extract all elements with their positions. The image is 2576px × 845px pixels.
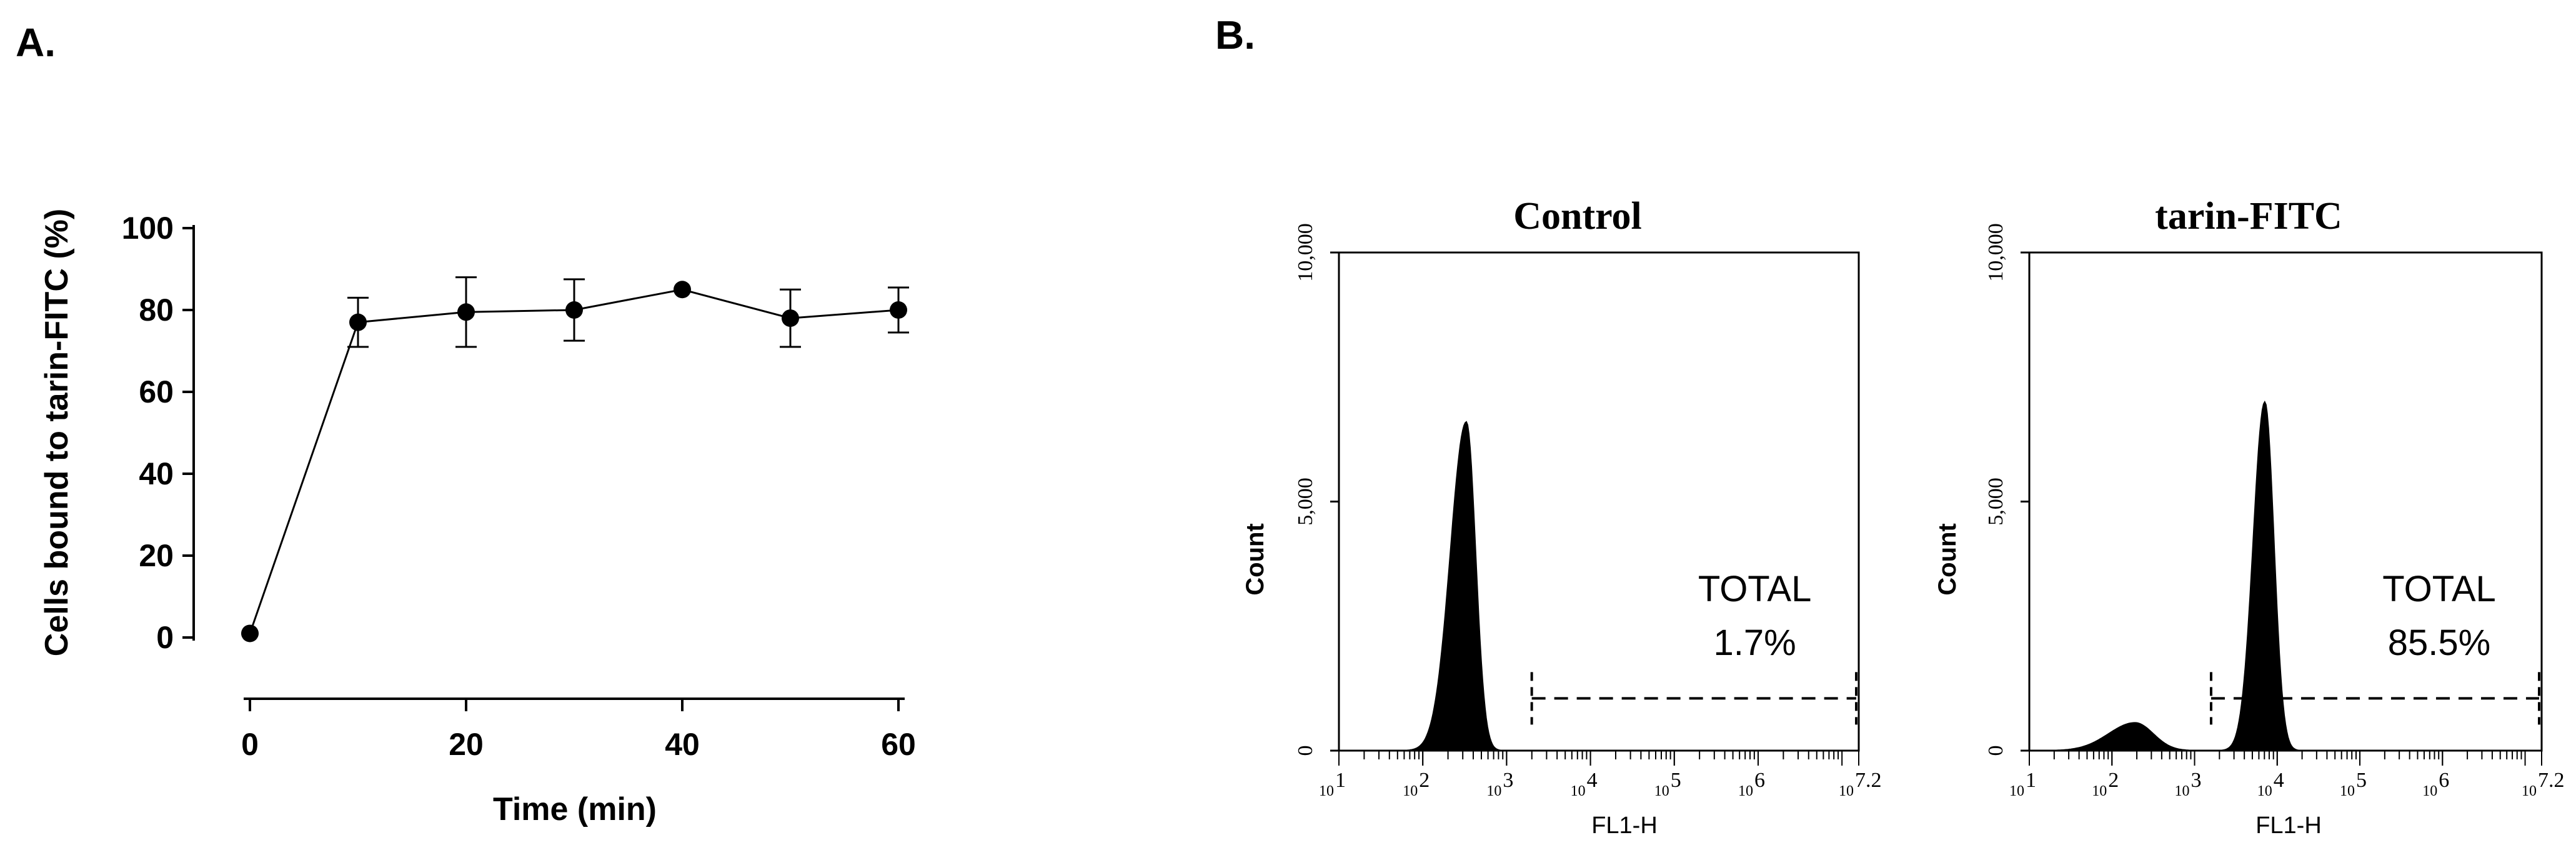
y-tick-label: 100 <box>122 211 174 246</box>
x-tick-base: 10 <box>1738 783 1753 799</box>
x-tick-base: 10 <box>2257 783 2272 799</box>
x-tick-exponent: 7.2 <box>1855 769 1882 792</box>
x-tick-base: 10 <box>1839 783 1854 799</box>
x-tick-base: 10 <box>1486 783 1501 799</box>
data-point <box>349 313 367 331</box>
data-point <box>674 281 691 299</box>
x-axis-label: FL1-H <box>1591 812 1658 839</box>
x-tick-label: 20 <box>449 727 484 762</box>
y-tick-label: 0 <box>156 620 174 655</box>
x-tick-base: 10 <box>2175 783 2190 799</box>
x-tick-base: 10 <box>1319 783 1334 799</box>
y-tick-label: 5,000 <box>1984 478 2007 526</box>
y-tick-label: 10,000 <box>1294 223 1317 282</box>
y-axis-label: Cells bound to tarin-FITC (%) <box>39 209 75 656</box>
histogram-title: Control <box>1513 195 1642 238</box>
y-tick-label: 0 <box>1294 746 1317 756</box>
data-point <box>782 309 799 328</box>
x-tick-exponent: 4 <box>2274 769 2284 792</box>
x-tick-exponent: 5 <box>1671 769 1681 792</box>
x-tick-label: 40 <box>665 727 700 762</box>
x-axis-label: FL1-H <box>2255 812 2322 839</box>
y-tick-label: 60 <box>139 374 174 409</box>
gate-annotation-value: 85.5% <box>2388 622 2490 663</box>
y-tick-label: 20 <box>139 538 174 573</box>
y-tick-label: 5,000 <box>1294 478 1317 526</box>
x-tick-base: 10 <box>2340 783 2355 799</box>
y-tick-label: 40 <box>139 456 174 491</box>
x-tick-exponent: 1 <box>2026 769 2036 792</box>
x-tick-base: 10 <box>1403 783 1418 799</box>
x-tick-base: 10 <box>1654 783 1669 799</box>
data-point <box>565 301 583 319</box>
x-axis-label: Time (min) <box>493 791 657 828</box>
x-tick-exponent: 3 <box>1503 769 1513 792</box>
x-tick-base: 10 <box>2522 783 2537 799</box>
x-tick-exponent: 4 <box>1587 769 1598 792</box>
panel-label-a: A. <box>16 20 56 65</box>
y-tick-label: 10,000 <box>1984 223 2007 282</box>
x-tick-base: 10 <box>2009 783 2024 799</box>
y-tick-label: 0 <box>1984 746 2007 756</box>
x-tick-base: 10 <box>2092 783 2107 799</box>
x-tick-exponent: 2 <box>1419 769 1430 792</box>
histogram-title: tarin-FITC <box>2155 195 2342 238</box>
data-point <box>457 303 475 321</box>
gate-annotation-value: 1.7% <box>1713 622 1796 663</box>
y-axis-label: Count <box>1241 523 1269 596</box>
x-tick-exponent: 2 <box>2108 769 2119 792</box>
plot-frame <box>2028 251 2543 752</box>
x-tick-exponent: 3 <box>2191 769 2202 792</box>
y-tick-label: 80 <box>139 292 174 328</box>
x-tick-exponent: 6 <box>1754 769 1765 792</box>
y-axis-label: Count <box>1934 523 1961 596</box>
x-tick-base: 10 <box>2422 783 2437 799</box>
x-tick-label: 0 <box>241 727 259 762</box>
x-tick-exponent: 5 <box>2356 769 2367 792</box>
gate-annotation-title: TOTAL <box>2382 569 2496 609</box>
panel-a-line-chart: Cells bound to tarin-FITC (%) Time (min)… <box>39 209 916 828</box>
x-tick-exponent: 7.2 <box>2538 769 2565 792</box>
gate-annotation-title: TOTAL <box>1698 569 1812 609</box>
x-tick-exponent: 6 <box>2439 769 2449 792</box>
x-tick-exponent: 1 <box>1335 769 1346 792</box>
plot-frame <box>1338 251 1860 752</box>
x-tick-label: 60 <box>881 727 916 762</box>
panel-label-b: B. <box>1215 12 1255 58</box>
data-point <box>241 624 259 642</box>
x-tick-base: 10 <box>1571 783 1586 799</box>
data-point <box>890 301 907 319</box>
